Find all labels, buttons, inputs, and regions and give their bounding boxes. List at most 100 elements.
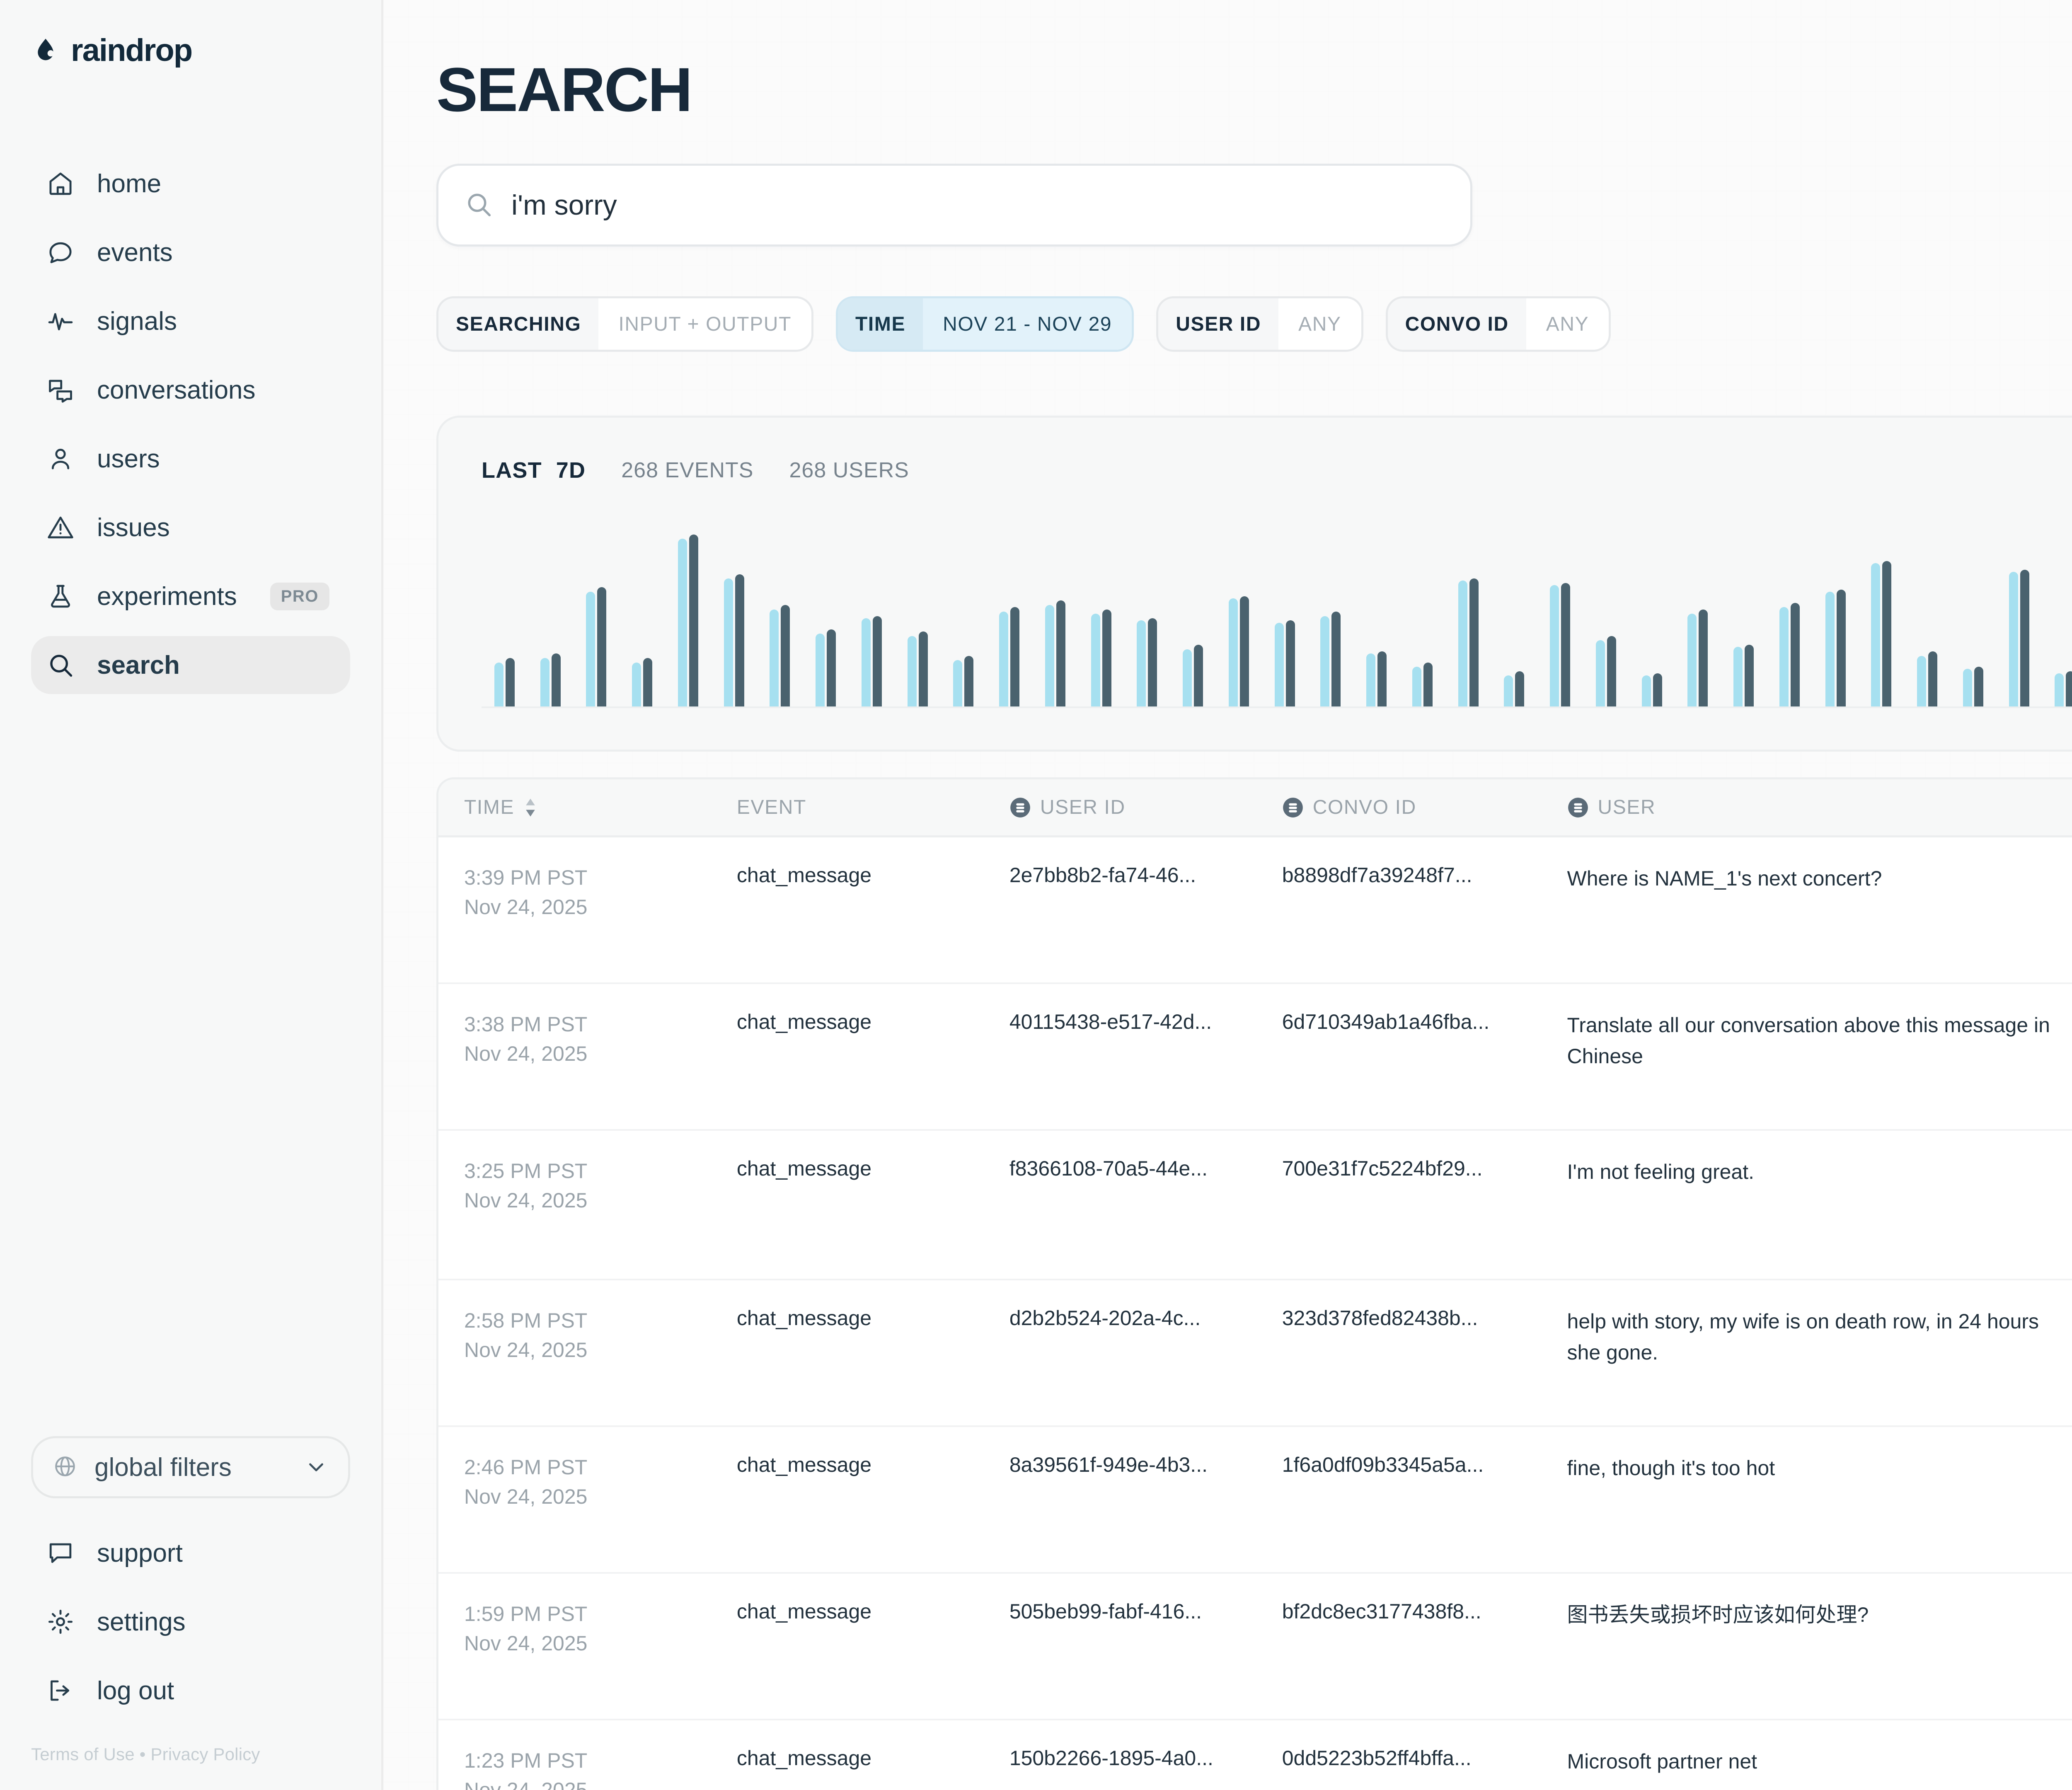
chart-bar-group[interactable] <box>482 530 528 706</box>
column-header-time[interactable]: TIME <box>464 796 737 819</box>
chart-bar-group[interactable] <box>941 530 987 706</box>
row-user-id[interactable]: 8a39561f-949e-4b3... <box>1009 1453 1208 1476</box>
table-row[interactable]: 1:59 PM PST Nov 24, 2025 chat_message 505be… <box>438 1574 2072 1720</box>
filter-icon[interactable] <box>1282 797 1304 818</box>
table-row[interactable]: 2:58 PM PST Nov 24, 2025 chat_message d2b2b… <box>438 1280 2072 1427</box>
column-header-user[interactable]: USER <box>1567 796 2072 819</box>
chart-bar-group[interactable] <box>1262 530 1308 706</box>
table-row[interactable]: 3:38 PM PST Nov 24, 2025 chat_message 40115… <box>438 984 2072 1131</box>
sidebar-item-events[interactable]: events <box>31 223 350 281</box>
row-convo-id[interactable]: b8898df7a39248f7... <box>1282 864 1472 887</box>
events-users-bar-chart[interactable] <box>482 530 2072 708</box>
table-row[interactable]: 1:23 PM PST Nov 24, 2025 chat_message 150b2… <box>438 1720 2072 1790</box>
filter-chip-convo-id[interactable]: CONVO ID ANY <box>1385 296 1611 352</box>
chart-bar-events <box>1045 605 1054 706</box>
terms-privacy-links[interactable]: Terms of Use • Privacy Policy <box>31 1744 260 1764</box>
row-convo-id[interactable]: bf2dc8ec3177438f8... <box>1282 1599 1481 1623</box>
row-user-id[interactable]: f8366108-70a5-44e... <box>1009 1157 1208 1180</box>
chart-bar-group[interactable] <box>528 530 574 706</box>
cell-user-id: 505beb99-fabf-416... <box>1009 1599 1282 1623</box>
sidebar-item-signals[interactable]: signals <box>31 292 350 350</box>
chart-bar-group[interactable] <box>1675 530 1721 706</box>
column-header-user-id[interactable]: USER ID <box>1009 796 1282 819</box>
chart-bar-group[interactable] <box>1399 530 1445 706</box>
chart-bar-group[interactable] <box>1721 530 1767 706</box>
brand[interactable]: raindrop <box>0 0 381 68</box>
chart-bar-group[interactable] <box>1170 530 1216 706</box>
chart-bar-group[interactable] <box>1124 530 1170 706</box>
chart-bar-group[interactable] <box>574 530 620 706</box>
chart-bar-group[interactable] <box>1491 530 1537 706</box>
chart-bar-group[interactable] <box>619 530 665 706</box>
row-user-id[interactable]: 2e7bb8b2-fa74-46... <box>1009 864 1196 887</box>
filter-icon[interactable] <box>1567 797 1589 818</box>
chart-bar-users <box>1148 618 1157 706</box>
chart-bar-group[interactable] <box>986 530 1032 706</box>
global-filters-dropdown[interactable]: global filters <box>31 1436 350 1498</box>
chart-bar-group[interactable] <box>1996 530 2042 706</box>
sidebar-item-conversations[interactable]: conversations <box>31 361 350 419</box>
row-user-id[interactable]: 40115438-e517-42d... <box>1009 1010 1212 1033</box>
chart-bar-group[interactable] <box>665 530 711 706</box>
filter-chip-searching[interactable]: SEARCHING INPUT + OUTPUT <box>436 296 813 352</box>
row-convo-id[interactable]: 0dd5223b52ff4bffa... <box>1282 1746 1472 1770</box>
chart-bar-group[interactable] <box>757 530 803 706</box>
chart-bar-group[interactable] <box>1859 530 1905 706</box>
chart-bar-group[interactable] <box>1537 530 1583 706</box>
filter-chip-user-id[interactable]: USER ID ANY <box>1156 296 1363 352</box>
sidebar-item-issues[interactable]: issues <box>31 498 350 556</box>
table-row[interactable]: 3:25 PM PST Nov 24, 2025 chat_message f8366… <box>438 1131 2072 1280</box>
chart-bar-group[interactable] <box>711 530 757 706</box>
column-header-convo-id[interactable]: CONVO ID <box>1282 796 1567 819</box>
row-convo-id[interactable]: 6d710349ab1a46fba... <box>1282 1010 1490 1033</box>
sidebar-footer: global filters support <box>0 1436 381 1790</box>
chart-bar-group[interactable] <box>895 530 941 706</box>
chart-bar-group[interactable] <box>1445 530 1491 706</box>
chart-bar-group[interactable] <box>1353 530 1399 706</box>
chart-bar-events <box>1963 669 1972 706</box>
chart-bar-group[interactable] <box>1032 530 1078 706</box>
sidebar-item-users[interactable]: users <box>31 430 350 488</box>
cell-time: 3:25 PM PST Nov 24, 2025 <box>464 1156 737 1215</box>
sidebar-item-logout[interactable]: log out <box>31 1662 350 1720</box>
column-header-event[interactable]: EVENT <box>737 796 1009 819</box>
chart-bar-users <box>1745 644 1754 706</box>
chart-bar-group[interactable] <box>1216 530 1262 706</box>
filter-icon[interactable] <box>1009 797 1031 818</box>
chart-range-value[interactable]: 7D <box>556 457 586 483</box>
chart-bar-group[interactable] <box>1813 530 1859 706</box>
chart-bar-group[interactable] <box>1308 530 1354 706</box>
chart-bar-group[interactable] <box>1629 530 1675 706</box>
chart-bar-group[interactable] <box>1078 530 1124 706</box>
sidebar-item-support[interactable]: support <box>31 1524 350 1582</box>
row-convo-id[interactable]: 700e31f7c5224bf29... <box>1282 1157 1483 1180</box>
sidebar-item-settings[interactable]: settings <box>31 1593 350 1651</box>
table-col-label: CONVO ID <box>1312 796 1416 818</box>
row-user-id[interactable]: d2b2b524-202a-4c... <box>1009 1306 1201 1330</box>
sidebar-item-experiments[interactable]: experiments PRO <box>31 567 350 625</box>
sort-icon[interactable] <box>523 796 537 819</box>
search-input-value: i'm sorry <box>511 189 617 221</box>
chart-bar-group[interactable] <box>1950 530 1996 706</box>
table-row[interactable]: 3:39 PM PST Nov 24, 2025 chat_message 2e7bb… <box>438 837 2072 984</box>
chart-bar-events <box>1825 592 1835 706</box>
row-user-id[interactable]: 505beb99-fabf-416... <box>1009 1599 1202 1623</box>
chart-bar-group[interactable] <box>1767 530 1813 706</box>
main-content: SEARCH i'm sorry KEYWORD SEMANTIC D <box>383 0 2072 1790</box>
row-convo-id[interactable]: 1f6a0df09b3345a5a... <box>1282 1453 1484 1476</box>
row-convo-id[interactable]: 323d378fed82438b... <box>1282 1306 1478 1330</box>
chart-bar-events <box>1550 585 1559 706</box>
chart-bar-group[interactable] <box>1904 530 1950 706</box>
chart-bar-group[interactable] <box>803 530 849 706</box>
chart-bar-group[interactable] <box>849 530 895 706</box>
row-event-name: chat_message <box>736 1599 872 1623</box>
sidebar-item-search[interactable]: search <box>31 636 350 694</box>
row-user-id[interactable]: 150b2266-1895-4a0... <box>1009 1746 1213 1770</box>
sidebar-item-home[interactable]: home <box>31 155 350 213</box>
search-input[interactable]: i'm sorry <box>436 164 1472 247</box>
table-row[interactable]: 2:46 PM PST Nov 24, 2025 chat_message 8a395… <box>438 1427 2072 1574</box>
filter-chip-time[interactable]: TIME NOV 21 - NOV 29 <box>836 296 1134 352</box>
chart-bar-group[interactable] <box>1583 530 1629 706</box>
chart-bar-group[interactable] <box>2042 530 2072 706</box>
table-body: 3:39 PM PST Nov 24, 2025 chat_message 2e7bb… <box>438 837 2072 1790</box>
